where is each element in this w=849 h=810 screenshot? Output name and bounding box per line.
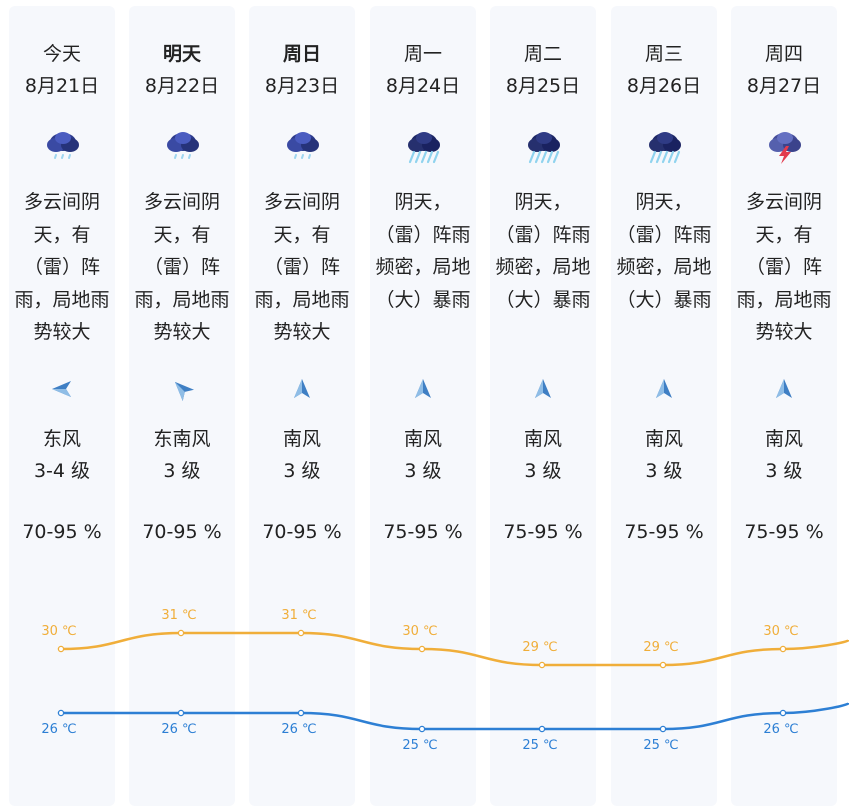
wind-level: 3 级 xyxy=(404,460,442,482)
day-label: 周四 xyxy=(764,43,803,65)
wind-direction: 南风 xyxy=(644,428,683,450)
day-label: 周日 xyxy=(282,43,321,65)
weather-description: 阴天， （雷）阵雨 频密，局地 （大）暴雨 xyxy=(616,191,712,311)
weather-description: 多云间阴 天，有 （雷）阵 雨，局地雨 势较大 xyxy=(14,191,110,343)
humidity: 70-95 % xyxy=(262,521,342,543)
wind-direction: 东风 xyxy=(42,428,81,450)
wind-direction: 南风 xyxy=(403,428,442,450)
wind-level: 3 级 xyxy=(524,460,562,482)
day-column: 周日 8月23日多云间阴 天，有 （雷）阵 雨，局地雨 势较大南风 3 级 70-95 % xyxy=(249,6,355,806)
wind-level: 3 级 xyxy=(765,460,803,482)
cloud-light-rain-icon xyxy=(162,124,204,166)
wind-south-arrow-icon xyxy=(530,376,556,402)
weather-description: 多云间阴 天，有 （雷）阵 雨，局地雨 势较大 xyxy=(736,191,832,343)
cloud-light-rain-icon xyxy=(282,124,324,166)
day-column: 周一 8月24日阴天， （雷）阵雨 频密，局地 （大）暴雨南风 3 级 75-95 % xyxy=(370,6,476,806)
day-column: 周三 8月26日阴天， （雷）阵雨 频密，局地 （大）暴雨南风 3 级 75-95 % xyxy=(611,6,717,806)
date-label: 8月24日 xyxy=(385,75,461,97)
weather-description: 多云间阴 天，有 （雷）阵 雨，局地雨 势较大 xyxy=(254,191,350,343)
wind-level: 3 级 xyxy=(645,460,683,482)
humidity: 70-95 % xyxy=(142,521,222,543)
date-label: 8月26日 xyxy=(626,75,702,97)
humidity: 75-95 % xyxy=(383,521,463,543)
weather-description: 多云间阴 天，有 （雷）阵 雨，局地雨 势较大 xyxy=(134,191,230,343)
wind-level: 3 级 xyxy=(163,460,201,482)
date-label: 8月25日 xyxy=(505,75,581,97)
cloud-thunder-icon xyxy=(764,124,806,166)
wind-level: 3-4 级 xyxy=(33,460,91,482)
wind-direction: 东南风 xyxy=(153,428,211,450)
date-label: 8月21日 xyxy=(24,75,100,97)
wind-level: 3 级 xyxy=(283,460,321,482)
wind-east-arrow-icon xyxy=(49,376,75,402)
humidity: 75-95 % xyxy=(624,521,704,543)
cloud-heavy-rain-icon xyxy=(403,124,445,166)
wind-south-arrow-icon xyxy=(771,376,797,402)
day-label: 周二 xyxy=(523,43,562,65)
humidity: 70-95 % xyxy=(22,521,102,543)
weather-description: 阴天， （雷）阵雨 频密，局地 （大）暴雨 xyxy=(375,191,471,311)
day-column: 今天 8月21日多云间阴 天，有 （雷）阵 雨，局地雨 势较大东风 3-4 级 70-95 % xyxy=(9,6,115,806)
day-label: 周三 xyxy=(644,43,683,65)
cloud-heavy-rain-icon xyxy=(644,124,686,166)
wind-direction: 南风 xyxy=(282,428,321,450)
day-label: 周一 xyxy=(403,43,442,65)
wind-direction: 南风 xyxy=(764,428,803,450)
humidity: 75-95 % xyxy=(503,521,583,543)
date-label: 8月27日 xyxy=(746,75,822,97)
humidity: 75-95 % xyxy=(744,521,824,543)
weather-description: 阴天， （雷）阵雨 频密，局地 （大）暴雨 xyxy=(495,191,591,311)
wind-south-arrow-icon xyxy=(651,376,677,402)
wind-direction: 南风 xyxy=(523,428,562,450)
wind-south-arrow-icon xyxy=(289,376,315,402)
wind-south-arrow-icon xyxy=(410,376,436,402)
day-label: 今天 xyxy=(42,43,81,65)
date-label: 8月23日 xyxy=(264,75,340,97)
cloud-heavy-rain-icon xyxy=(523,124,565,166)
date-label: 8月22日 xyxy=(144,75,220,97)
day-column: 周二 8月25日阴天， （雷）阵雨 频密，局地 （大）暴雨南风 3 级 75-95 % xyxy=(490,6,596,806)
cloud-light-rain-icon xyxy=(42,124,84,166)
day-column: 明天 8月22日多云间阴 天，有 （雷）阵 雨，局地雨 势较大东南风 3 级 70-95 % xyxy=(129,6,235,806)
day-column: 周四 8月27日多云间阴 天，有 （雷）阵 雨，局地雨 势较大南风 3 级 75-95 % xyxy=(731,6,837,806)
day-label: 明天 xyxy=(162,43,201,65)
wind-southeast-arrow-icon xyxy=(169,376,195,402)
